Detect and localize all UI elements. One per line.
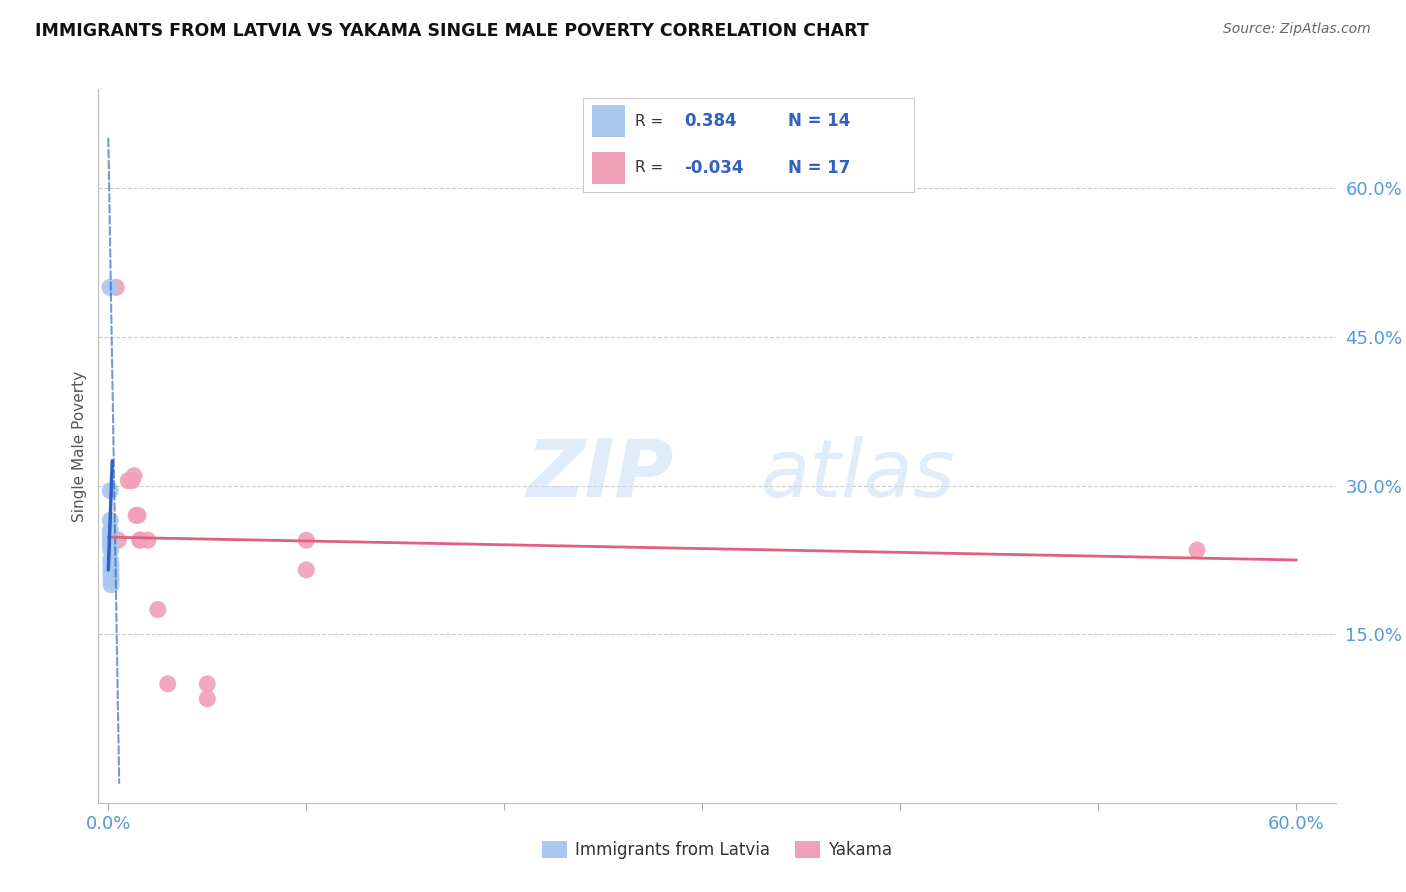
Point <box>98 513 121 527</box>
Point <box>98 528 121 542</box>
Text: ZIP: ZIP <box>526 435 673 514</box>
Text: R =: R = <box>634 113 668 128</box>
Text: atlas: atlas <box>761 435 955 514</box>
Point <box>122 468 145 483</box>
Point <box>146 602 169 616</box>
Point <box>136 533 159 548</box>
Point <box>129 533 152 548</box>
Text: -0.034: -0.034 <box>685 159 744 177</box>
Text: N = 14: N = 14 <box>789 112 851 130</box>
Point <box>117 474 139 488</box>
Y-axis label: Single Male Poverty: Single Male Poverty <box>72 370 87 522</box>
Text: IMMIGRANTS FROM LATVIA VS YAKAMA SINGLE MALE POVERTY CORRELATION CHART: IMMIGRANTS FROM LATVIA VS YAKAMA SINGLE … <box>35 22 869 40</box>
Point <box>156 677 179 691</box>
Point <box>195 691 218 706</box>
Point <box>100 573 122 587</box>
Text: 0.384: 0.384 <box>685 112 737 130</box>
Point <box>295 533 318 548</box>
FancyBboxPatch shape <box>592 152 624 185</box>
Point <box>129 533 152 548</box>
Point <box>195 677 218 691</box>
Point <box>295 563 318 577</box>
Point <box>105 280 128 294</box>
Point <box>100 567 122 582</box>
Text: N = 17: N = 17 <box>789 159 851 177</box>
Point <box>98 280 121 294</box>
Point <box>100 538 122 552</box>
Point <box>100 578 122 592</box>
Point <box>98 523 121 537</box>
Point <box>98 483 121 498</box>
Point <box>121 474 143 488</box>
Point <box>1185 543 1208 558</box>
Point <box>100 553 122 567</box>
Point <box>100 533 122 548</box>
Point <box>100 543 122 558</box>
Legend: Immigrants from Latvia, Yakama: Immigrants from Latvia, Yakama <box>536 834 898 866</box>
FancyBboxPatch shape <box>592 104 624 137</box>
Text: R =: R = <box>634 161 668 176</box>
Point <box>100 558 122 572</box>
Point <box>100 563 122 577</box>
Point <box>127 508 149 523</box>
Point <box>125 508 148 523</box>
Point <box>107 533 129 548</box>
Text: Source: ZipAtlas.com: Source: ZipAtlas.com <box>1223 22 1371 37</box>
